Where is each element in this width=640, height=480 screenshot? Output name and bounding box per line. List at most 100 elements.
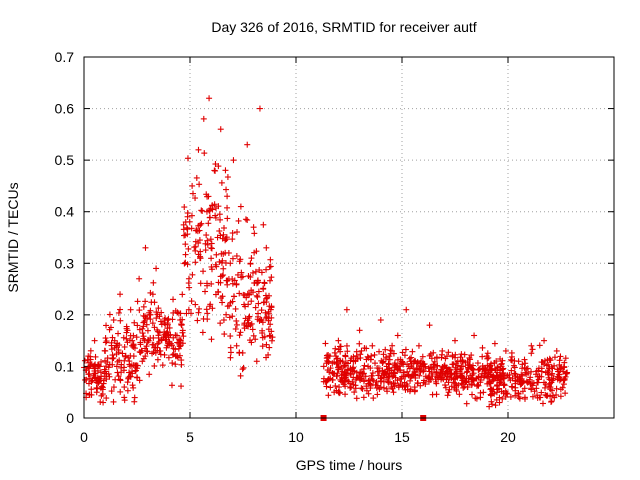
data-point <box>102 347 109 354</box>
data-point <box>553 385 560 392</box>
data-point <box>342 371 349 378</box>
data-point <box>184 155 191 162</box>
data-point <box>336 389 343 396</box>
data-point <box>166 324 173 331</box>
data-point <box>242 216 249 223</box>
data-point <box>377 377 384 384</box>
data-point <box>441 372 448 379</box>
data-point <box>468 382 475 389</box>
data-point <box>357 351 364 358</box>
data-point <box>227 260 234 267</box>
data-point <box>490 373 497 380</box>
data-point <box>196 305 203 312</box>
data-point <box>120 334 127 341</box>
data-point <box>516 395 523 402</box>
data-point <box>230 157 237 164</box>
data-point <box>546 365 553 372</box>
data-point <box>188 212 195 219</box>
data-point <box>149 320 156 327</box>
data-point <box>253 292 260 299</box>
data-point <box>124 387 131 394</box>
data-point <box>236 349 243 356</box>
data-point <box>456 391 463 398</box>
data-point <box>547 393 554 400</box>
data-point <box>192 195 199 202</box>
data-point <box>236 332 243 339</box>
data-point <box>469 391 476 398</box>
data-point <box>233 281 240 288</box>
data-point <box>208 245 215 252</box>
data-point <box>215 289 222 296</box>
data-point <box>336 384 343 391</box>
data-point <box>197 222 204 229</box>
data-point <box>119 350 126 357</box>
data-point <box>209 305 216 312</box>
data-point <box>159 362 166 369</box>
data-point <box>184 210 191 217</box>
data-point <box>157 347 164 354</box>
data-point <box>265 317 272 324</box>
data-point <box>507 393 514 400</box>
data-point <box>90 372 97 379</box>
data-point <box>455 381 462 388</box>
data-point <box>494 377 501 384</box>
data-point <box>200 115 207 122</box>
data-point <box>426 322 433 329</box>
data-point <box>448 375 455 382</box>
data-point <box>253 358 260 365</box>
data-point <box>375 372 382 379</box>
data-point <box>361 345 368 352</box>
data-point <box>193 174 200 181</box>
data-point <box>491 390 498 397</box>
data-point <box>221 331 228 338</box>
data-point <box>192 259 199 266</box>
data-point <box>560 368 567 375</box>
data-point <box>127 306 134 313</box>
data-point <box>542 391 549 398</box>
data-point <box>556 357 563 364</box>
data-point <box>563 370 570 377</box>
data-point <box>333 373 340 380</box>
data-point <box>212 261 219 268</box>
data-point <box>102 368 109 375</box>
data-point <box>177 342 184 349</box>
data-point <box>512 371 519 378</box>
data-point <box>151 362 158 369</box>
data-point <box>397 367 404 374</box>
data-point <box>499 395 506 402</box>
data-points <box>81 95 571 421</box>
data-point <box>372 360 379 367</box>
data-point <box>121 397 128 404</box>
data-point <box>525 370 532 377</box>
data-point <box>254 316 261 323</box>
data-point <box>402 386 409 393</box>
data-point <box>131 345 138 352</box>
data-point <box>237 372 244 379</box>
data-point <box>245 272 252 279</box>
y-tick-label: 0 <box>66 410 74 426</box>
data-point <box>103 322 110 329</box>
data-point <box>405 372 412 379</box>
data-point <box>223 186 230 193</box>
data-point <box>388 380 395 387</box>
data-point <box>500 365 507 372</box>
data-point <box>231 277 238 284</box>
data-point <box>431 358 438 365</box>
x-axis-label: GPS time / hours <box>296 457 403 473</box>
data-point <box>239 366 246 373</box>
data-point <box>344 348 351 355</box>
data-point <box>528 350 535 357</box>
data-point <box>386 353 393 360</box>
data-point <box>442 382 449 389</box>
data-point <box>233 321 240 328</box>
data-point <box>248 339 255 346</box>
data-point <box>244 217 251 224</box>
data-point <box>413 366 420 373</box>
data-point <box>523 366 530 373</box>
data-point <box>479 362 486 369</box>
data-point <box>125 354 132 361</box>
data-point <box>549 392 556 399</box>
data-point <box>107 324 114 331</box>
data-point <box>124 379 131 386</box>
data-point <box>238 269 245 276</box>
